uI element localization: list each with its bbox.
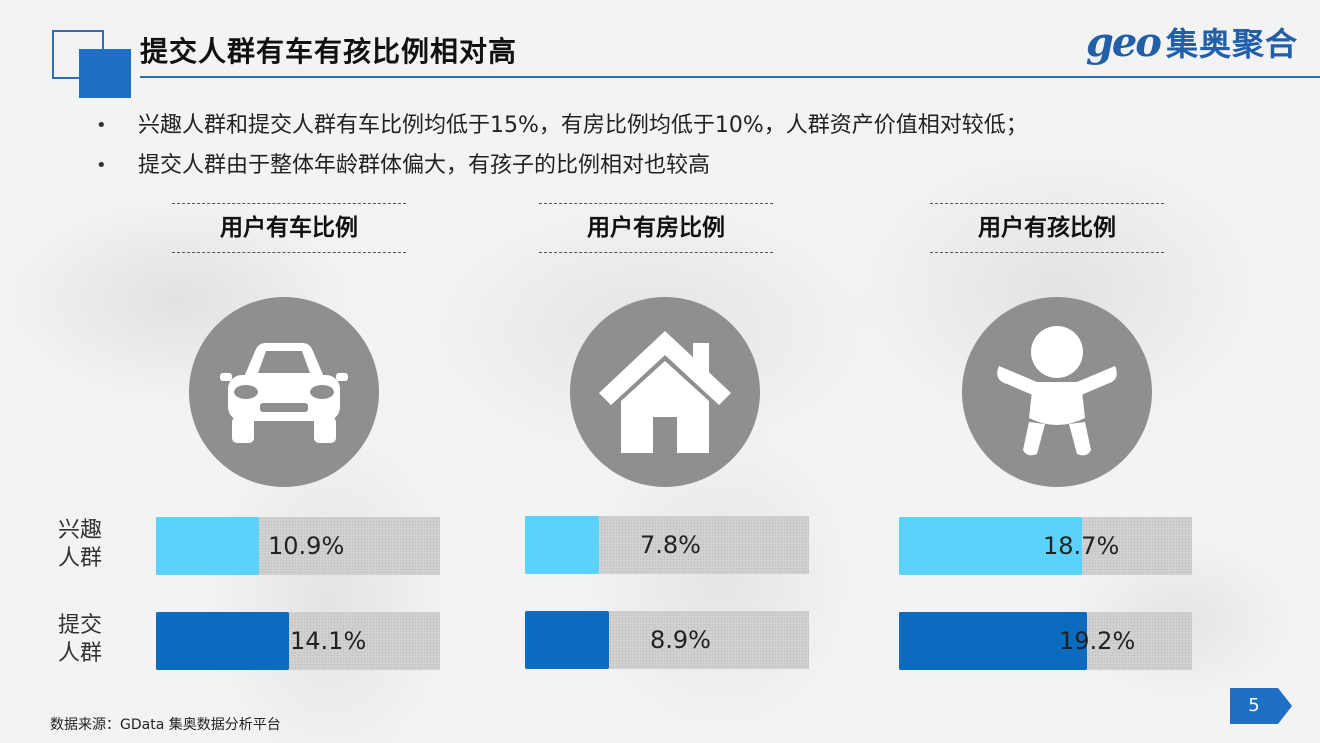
baby-icon [997, 326, 1117, 456]
title-decoration-fill [79, 49, 131, 98]
logo-mark: geo [1085, 18, 1162, 66]
row-label-line: 提交 [58, 613, 103, 638]
bar-track-submit: 14.1% [156, 612, 440, 670]
car-icon-circle [189, 297, 379, 487]
page-title: 提交人群有车有孩比例相对高 [140, 35, 518, 68]
bar-value-label: 18.7% [1043, 532, 1120, 560]
bullet-list: 兴趣人群和提交人群有车比例均低于15%，有房比例均低于10%，人群资产价值相对较… [96, 106, 1028, 186]
bar-track-interest: 10.9% [156, 517, 440, 575]
panel-title: 用户有车比例 [172, 203, 406, 253]
bar-value-label: 8.9% [650, 626, 711, 654]
panel-title: 用户有孩比例 [930, 203, 1164, 253]
house-icon [599, 331, 731, 453]
bar-track-submit: 8.9% [525, 611, 809, 669]
baby-icon-circle [962, 297, 1152, 487]
panel-car: 用户有车比例 10.9% 14.1% [122, 200, 502, 680]
title-underline [140, 76, 1320, 78]
bar-track-submit: 19.2% [899, 612, 1192, 670]
bullet-item: 兴趣人群和提交人群有车比例均低于15%，有房比例均低于10%，人群资产价值相对较… [96, 106, 1028, 146]
bar-track-interest: 18.7% [899, 517, 1192, 575]
data-source-note: 数据来源：GData 集奥数据分析平台 [50, 717, 281, 733]
bar-track-interest: 7.8% [525, 516, 809, 574]
row-label-submit: 提交 人群 [58, 612, 118, 668]
bar-interest-house [525, 516, 599, 574]
house-icon-circle [570, 297, 760, 487]
bar-submit-baby [899, 612, 1087, 670]
bar-value-label: 10.9% [268, 532, 345, 560]
bar-interest-car [156, 517, 259, 575]
brand-logo: geo 集奥聚合 [1086, 16, 1298, 68]
bar-value-label: 14.1% [290, 627, 367, 655]
bar-value-label: 19.2% [1059, 627, 1136, 655]
bar-submit-house [525, 611, 609, 669]
bar-submit-car [156, 612, 289, 670]
panel-title: 用户有房比例 [539, 203, 773, 253]
panel-house: 用户有房比例 7.8% 8.9% [490, 200, 870, 680]
bar-value-label: 7.8% [640, 531, 701, 559]
logo-text: 集奥聚合 [1165, 25, 1298, 63]
page-number: 5 [1248, 695, 1260, 716]
bullet-item: 提交人群由于整体年龄群体偏大，有孩子的比例相对也较高 [96, 146, 1028, 186]
car-icon [220, 343, 348, 443]
page-number-tag [1230, 688, 1292, 724]
row-label-line: 人群 [58, 641, 103, 666]
row-label-line: 人群 [58, 546, 103, 571]
bar-interest-baby [899, 517, 1082, 575]
row-label-interest: 兴趣 人群 [58, 517, 118, 573]
row-label-line: 兴趣 [58, 518, 103, 543]
panel-baby: 用户有孩比例 18.7% 19.2% [880, 200, 1260, 680]
